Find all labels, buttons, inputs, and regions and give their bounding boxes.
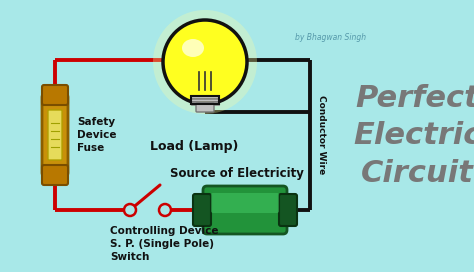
FancyBboxPatch shape — [42, 95, 68, 175]
FancyBboxPatch shape — [191, 101, 219, 103]
Circle shape — [159, 204, 171, 216]
FancyBboxPatch shape — [42, 85, 68, 105]
Text: Conductor Wire: Conductor Wire — [318, 95, 327, 175]
Text: Source of Electricity: Source of Electricity — [170, 167, 304, 180]
Text: Controlling Device
S. P. (Single Pole)
Switch: Controlling Device S. P. (Single Pole) S… — [110, 226, 219, 262]
FancyBboxPatch shape — [196, 103, 214, 112]
FancyBboxPatch shape — [211, 193, 279, 213]
FancyBboxPatch shape — [203, 186, 287, 234]
Circle shape — [163, 20, 247, 104]
Text: by Bhagwan Singh: by Bhagwan Singh — [295, 33, 366, 42]
FancyBboxPatch shape — [42, 165, 68, 185]
Text: Safety
Device
Fuse: Safety Device Fuse — [77, 117, 117, 153]
FancyBboxPatch shape — [191, 96, 219, 98]
Text: Load (Lamp): Load (Lamp) — [150, 140, 238, 153]
FancyBboxPatch shape — [279, 194, 297, 226]
FancyBboxPatch shape — [193, 194, 211, 226]
Text: Perfect
Electric
Circuit: Perfect Electric Circuit — [353, 84, 474, 188]
FancyBboxPatch shape — [48, 110, 62, 160]
Circle shape — [124, 204, 136, 216]
Circle shape — [153, 10, 257, 114]
FancyBboxPatch shape — [191, 102, 219, 104]
Ellipse shape — [182, 39, 204, 57]
FancyBboxPatch shape — [191, 99, 219, 101]
FancyBboxPatch shape — [191, 98, 219, 100]
